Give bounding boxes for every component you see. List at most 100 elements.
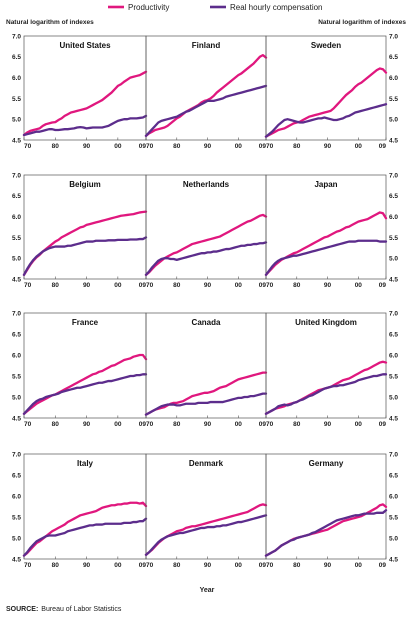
x-tick-label: 09 xyxy=(379,562,387,569)
y-tick-label: 4.5 xyxy=(389,415,398,422)
compensation-series-line xyxy=(264,239,388,276)
x-tick-label: 80 xyxy=(173,143,181,150)
x-tick-label: 00 xyxy=(114,562,122,569)
source-note: SOURCE: Bureau of Labor Statistics xyxy=(6,606,122,613)
y-tick-label: 5.0 xyxy=(12,535,21,542)
x-tick-label: 00 xyxy=(114,143,122,150)
y-tick-label: 6.5 xyxy=(12,193,21,200)
y-tick-label: 6.0 xyxy=(389,493,398,500)
compensation-series-line xyxy=(144,84,268,137)
legend: Productivity Real hourly compensation xyxy=(108,3,323,12)
panel: Netherlands 70 80 90 00 09 xyxy=(144,174,268,289)
y-tick-label: 7.0 xyxy=(389,310,398,317)
y-tick-label: 4.5 xyxy=(389,556,398,563)
y-tick-label: 5.5 xyxy=(12,514,21,521)
x-tick-label: 70 xyxy=(266,143,274,150)
x-tick-label: 70 xyxy=(24,282,32,289)
x-tick-label: 70 xyxy=(24,143,32,150)
y-tick-label: 5.5 xyxy=(389,96,398,103)
y-tick-label: 6.0 xyxy=(12,493,21,500)
productivity-series-line xyxy=(264,67,388,138)
y-axis-label-left: Natural logarithm of indexes xyxy=(6,19,94,26)
productivity-series-line xyxy=(264,503,388,557)
x-tick-label: 80 xyxy=(293,421,301,428)
x-tick-label: 80 xyxy=(52,143,60,150)
x-tick-label: 80 xyxy=(173,282,181,289)
y-tick-label: 5.5 xyxy=(12,235,21,242)
y-tick-label: 5.5 xyxy=(12,373,21,380)
panel-title: Belgium xyxy=(69,180,101,189)
y-tick-label: 5.0 xyxy=(12,117,21,124)
panel: France 70 80 90 00 09 4.5 5.0 5.5 6.0 6.5 7.0 xyxy=(12,310,148,428)
y-tick-label: 5.0 xyxy=(12,256,21,263)
y-tick-label: 6.5 xyxy=(12,331,21,338)
y-tick-label: 4.5 xyxy=(12,415,21,422)
x-tick-label: 70 xyxy=(266,421,274,428)
panel-title: Italy xyxy=(77,459,94,468)
panel: Finland 70 80 90 00 09 xyxy=(144,35,268,150)
panel-frame xyxy=(265,35,387,141)
x-tick-label: 09 xyxy=(139,143,147,150)
y-tick-label: 7.0 xyxy=(12,33,21,40)
y-tick-label: 5.5 xyxy=(389,235,398,242)
compensation-series-line xyxy=(264,373,388,415)
y-tick-label: 7.0 xyxy=(389,172,398,179)
source-text: Bureau of Labor Statistics xyxy=(41,606,122,613)
x-tick-label: 00 xyxy=(114,282,122,289)
panel-title: Sweden xyxy=(311,41,341,50)
x-tick-label: 90 xyxy=(204,562,212,569)
y-tick-label: 5.5 xyxy=(12,96,21,103)
panel-frame xyxy=(23,453,147,560)
panel: Belgium 70 80 90 00 09 4.5 5.0 5.5 6.0 6.5 7.0 xyxy=(12,172,148,289)
x-tick-label: 70 xyxy=(146,282,154,289)
x-tick-label: 80 xyxy=(293,562,301,569)
compensation-series-line xyxy=(144,392,268,416)
x-tick-label: 90 xyxy=(324,421,332,428)
panel: Japan 70 80 90 00 094.5 5.0 5.5 6.0 6.5 7.0 xyxy=(264,172,398,289)
x-tick-label: 90 xyxy=(324,282,332,289)
y-axis-label-right: Natural logarithm of indexes xyxy=(318,19,406,26)
y-tick-label: 7.0 xyxy=(12,310,21,317)
y-tick-label: 5.0 xyxy=(389,117,398,124)
panel: Sweden 70 80 90 00 094.5 5.0 5.5 6.0 6.5 7.0 xyxy=(264,33,398,150)
x-tick-label: 90 xyxy=(83,421,91,428)
y-tick-label: 6.5 xyxy=(389,54,398,61)
x-tick-label: 90 xyxy=(83,143,91,150)
x-tick-label: 00 xyxy=(114,421,122,428)
compensation-series-line xyxy=(264,509,388,557)
x-tick-label: 09 xyxy=(139,282,147,289)
y-tick-label: 6.0 xyxy=(12,214,21,221)
y-tick-label: 4.5 xyxy=(389,276,398,283)
legend-compensation-label: Real hourly compensation xyxy=(230,3,323,12)
x-tick-label: 09 xyxy=(259,143,267,150)
compensation-series-line xyxy=(22,236,148,276)
panel: Italy 70 80 90 00 09 4.5 5.0 5.5 6.0 6.5 7.0 xyxy=(12,451,148,569)
panel-title: United States xyxy=(59,41,111,50)
panel: United Kingdom 70 80 90 00 094.5 5.0 5.5 6.0 6.5 7… xyxy=(264,310,398,428)
y-tick-label: 7.0 xyxy=(389,33,398,40)
panel: Denmark 70 80 90 00 09 xyxy=(144,453,268,569)
y-tick-label: 5.0 xyxy=(389,394,398,401)
compensation-series-line xyxy=(264,103,388,138)
x-tick-label: 09 xyxy=(379,421,387,428)
panel-frame xyxy=(265,312,387,419)
x-tick-label: 70 xyxy=(24,421,32,428)
y-tick-label: 5.5 xyxy=(389,514,398,521)
productivity-series-line xyxy=(22,353,148,415)
x-tick-label: 80 xyxy=(173,421,181,428)
x-tick-label: 90 xyxy=(204,282,212,289)
x-tick-label: 70 xyxy=(146,421,154,428)
panel-title: France xyxy=(72,318,99,327)
panel: Germany 70 80 90 00 094.5 5.0 5.5 6.0 6.5 7.0 xyxy=(264,451,398,569)
x-tick-label: 00 xyxy=(235,282,243,289)
x-tick-label: 00 xyxy=(355,562,363,569)
y-tick-label: 7.0 xyxy=(389,451,398,458)
y-tick-label: 5.0 xyxy=(389,256,398,263)
x-tick-label: 90 xyxy=(83,562,91,569)
x-tick-label: 00 xyxy=(355,282,363,289)
x-tick-label: 80 xyxy=(293,282,301,289)
x-tick-label: 09 xyxy=(259,562,267,569)
x-tick-label: 00 xyxy=(235,562,243,569)
panel-title: United Kingdom xyxy=(295,318,357,327)
